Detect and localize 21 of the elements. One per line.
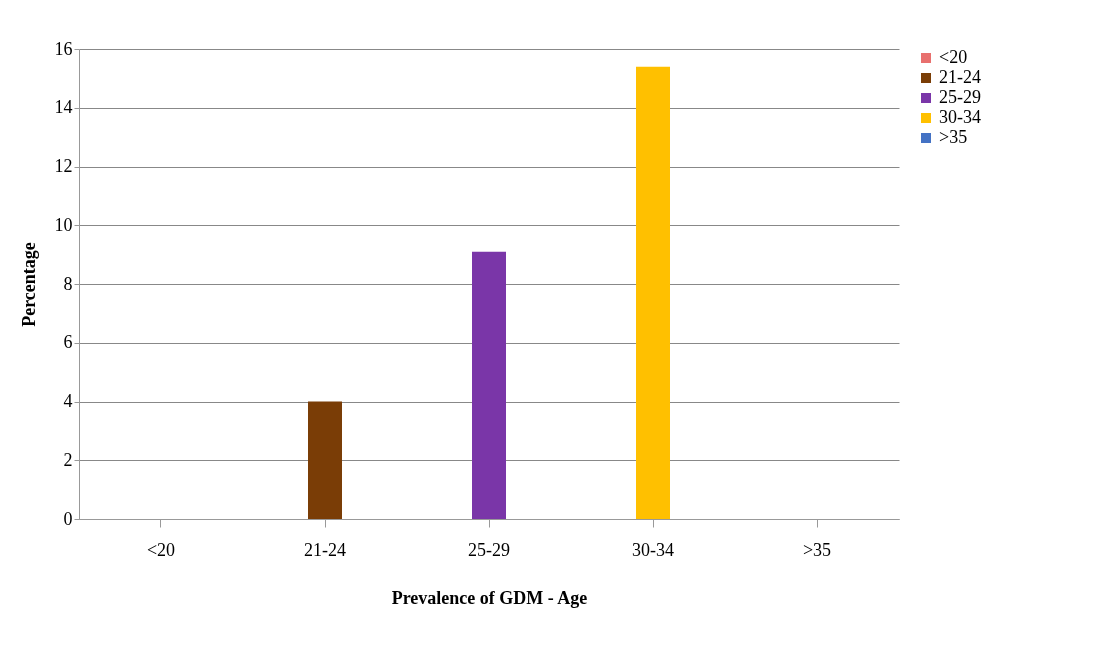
x-tick-label: <20 [146, 539, 176, 560]
legend-label: <20 [939, 47, 968, 67]
legend-label: 21-24 [939, 67, 981, 87]
y-axis-title: Percentage [18, 242, 39, 327]
x-axis-title: Prevalence of GDM - Age [391, 587, 588, 608]
y-tick-label: 10 [54, 214, 73, 235]
legend-label: 25-29 [939, 87, 981, 107]
legend-label: >35 [939, 127, 968, 147]
y-tick-label: 0 [63, 508, 73, 529]
legend-label: 30-34 [939, 107, 981, 127]
y-tick-label: 2 [63, 449, 73, 470]
x-tick-label: >35 [802, 539, 832, 560]
y-tick-label: 14 [54, 97, 73, 118]
y-tick-label: 6 [63, 332, 73, 353]
x-tick-label: 25-29 [468, 539, 510, 560]
x-tick-label: 21-24 [304, 539, 346, 560]
y-tick-label: 4 [63, 391, 73, 411]
x-tick-label: 30-34 [632, 539, 674, 560]
y-tick-label: 8 [63, 273, 73, 294]
y-tick-label: 12 [54, 156, 73, 176]
y-tick-label: 16 [54, 38, 73, 59]
